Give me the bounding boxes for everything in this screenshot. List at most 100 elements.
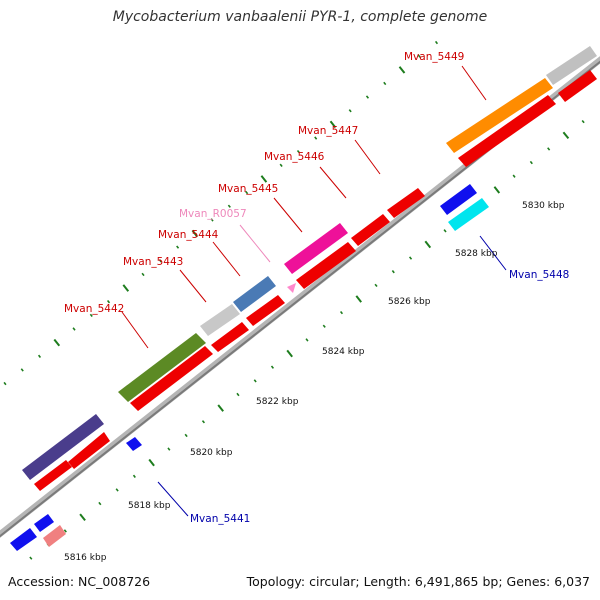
scale-tick: [529, 160, 533, 165]
scale-tick: [115, 488, 119, 492]
callout-line: [479, 235, 507, 271]
scale-tick: [383, 81, 387, 86]
scale-tick: [424, 240, 432, 249]
scale-tick: [184, 433, 188, 438]
scale-label: 5820 kbp: [190, 448, 233, 458]
callout-line: [212, 241, 241, 277]
scale-tick: [348, 109, 352, 113]
scale-tick: [391, 270, 395, 274]
scale-tick: [374, 283, 378, 288]
gene-label-mvan-5446[interactable]: Mvan_5446: [264, 151, 325, 163]
gene-block-mvan-5442[interactable]: [130, 346, 213, 411]
scale-tick: [191, 229, 199, 238]
scale-tick: [286, 349, 293, 358]
gene-block-mvan-5448[interactable]: [448, 198, 489, 231]
gene-label-mvan-5447[interactable]: Mvan_5447: [298, 125, 358, 137]
gene-block-pink[interactable]: [43, 525, 66, 547]
scale-tick: [270, 365, 275, 369]
gene-label-mvan-5443[interactable]: Mvan_5443: [123, 256, 183, 268]
scale-tick: [158, 259, 162, 263]
gene-labels: Mvan_5449 Mvan_5447 Mvan_5446 Mvan_5445 …: [64, 51, 569, 525]
feature-lane-outer: [22, 46, 597, 480]
scale-tick: [29, 556, 33, 560]
scale-tick: [253, 379, 257, 383]
scale-tick: [443, 229, 447, 233]
scale-tick: [132, 474, 136, 478]
scale-tick: [408, 256, 413, 260]
scale-label: 5818 kbp: [128, 501, 171, 511]
scale-tick: [329, 120, 337, 129]
scale-tick: [37, 354, 42, 358]
scale-tick: [3, 381, 7, 386]
gene-block[interactable]: [68, 432, 110, 469]
scale-tick: [305, 338, 309, 342]
scale-tick: [512, 174, 516, 178]
gene-block[interactable]: [558, 70, 597, 102]
gene-label-mvan-5448[interactable]: Mvan_5448: [509, 269, 569, 281]
gene-label-mvan-r0057[interactable]: Mvan_R0057: [179, 208, 247, 220]
gene-block-mvan-5441[interactable]: [126, 437, 142, 451]
gene-block-mvan-5446[interactable]: [351, 214, 390, 246]
scale-tick: [210, 218, 214, 222]
gene-block[interactable]: [10, 528, 37, 551]
scale-tick: [434, 40, 439, 45]
gene-block-mvan-5444[interactable]: [246, 295, 285, 326]
scale-tick: [122, 284, 130, 292]
gene-label-mvan-5449[interactable]: Mvan_5449: [404, 51, 464, 63]
gene-block[interactable]: [440, 184, 477, 215]
feature-purple[interactable]: [22, 414, 104, 480]
map-title: Mycobacterium vanbaalenii PYR-1, complet…: [112, 9, 488, 25]
scale-label: 5828 kbp: [455, 249, 498, 259]
callout-line: [273, 197, 303, 233]
feature-gray[interactable]: [200, 304, 240, 336]
feature-green[interactable]: [118, 333, 206, 402]
gene-label-mvan-5441[interactable]: Mvan_5441: [190, 513, 250, 525]
scale-tick: [493, 186, 501, 194]
gene-block-mvan-5447[interactable]: [387, 188, 425, 218]
callout-line: [354, 139, 381, 175]
callout-line: [157, 481, 189, 517]
callout-line: [461, 65, 487, 101]
scale-tick: [89, 313, 93, 317]
scale-label: 5816 kbp: [64, 553, 107, 563]
callout-line: [121, 311, 149, 349]
scale-tick: [236, 392, 240, 397]
callout-line: [179, 269, 207, 303]
gene-label-mvan-5444[interactable]: Mvan_5444: [158, 229, 219, 241]
scale-label: 5824 kbp: [322, 347, 365, 357]
scale-tick: [296, 149, 301, 154]
scale-label: 5826 kbp: [388, 297, 431, 307]
gene-block-r0057[interactable]: [287, 283, 296, 293]
gene-block-mvan-5445[interactable]: [296, 242, 356, 289]
gene-block[interactable]: [34, 460, 72, 491]
feature-magenta[interactable]: [284, 223, 348, 274]
scale-tick: [53, 338, 61, 347]
scale-tick: [339, 311, 344, 315]
scale-tick: [217, 404, 224, 412]
gene-forward-lane-inner: [34, 70, 597, 491]
feature-blue-steel[interactable]: [233, 276, 276, 312]
gene-block-mvan-5449[interactable]: [458, 95, 556, 167]
accession-text: Accession: NC_008726: [8, 574, 151, 589]
gene-block-mvan-5443[interactable]: [211, 322, 249, 352]
scale-tick: [167, 447, 171, 451]
gene-label-mvan-5442[interactable]: Mvan_5442: [64, 303, 124, 315]
scale-tick: [417, 54, 421, 58]
feature-gray[interactable]: [546, 46, 597, 85]
callout-line: [319, 166, 347, 199]
scale-tick: [201, 420, 206, 424]
scale-tick: [148, 458, 155, 467]
scale-tick: [279, 163, 283, 167]
callout-lines: [121, 65, 507, 517]
scale-label: 5830 kbp: [522, 201, 565, 211]
callout-line: [239, 224, 271, 263]
gene-block[interactable]: [34, 514, 54, 532]
scale-tick: [398, 66, 406, 74]
scale-tick: [63, 529, 67, 533]
scale-tick: [245, 190, 249, 195]
scale-labels: 5816 kbp 5818 kbp 5820 kbp 5822 kbp 5824…: [64, 201, 565, 563]
scale-tick: [106, 300, 111, 304]
feature-orange[interactable]: [446, 78, 553, 153]
gene-label-mvan-5445[interactable]: Mvan_5445: [218, 183, 278, 195]
